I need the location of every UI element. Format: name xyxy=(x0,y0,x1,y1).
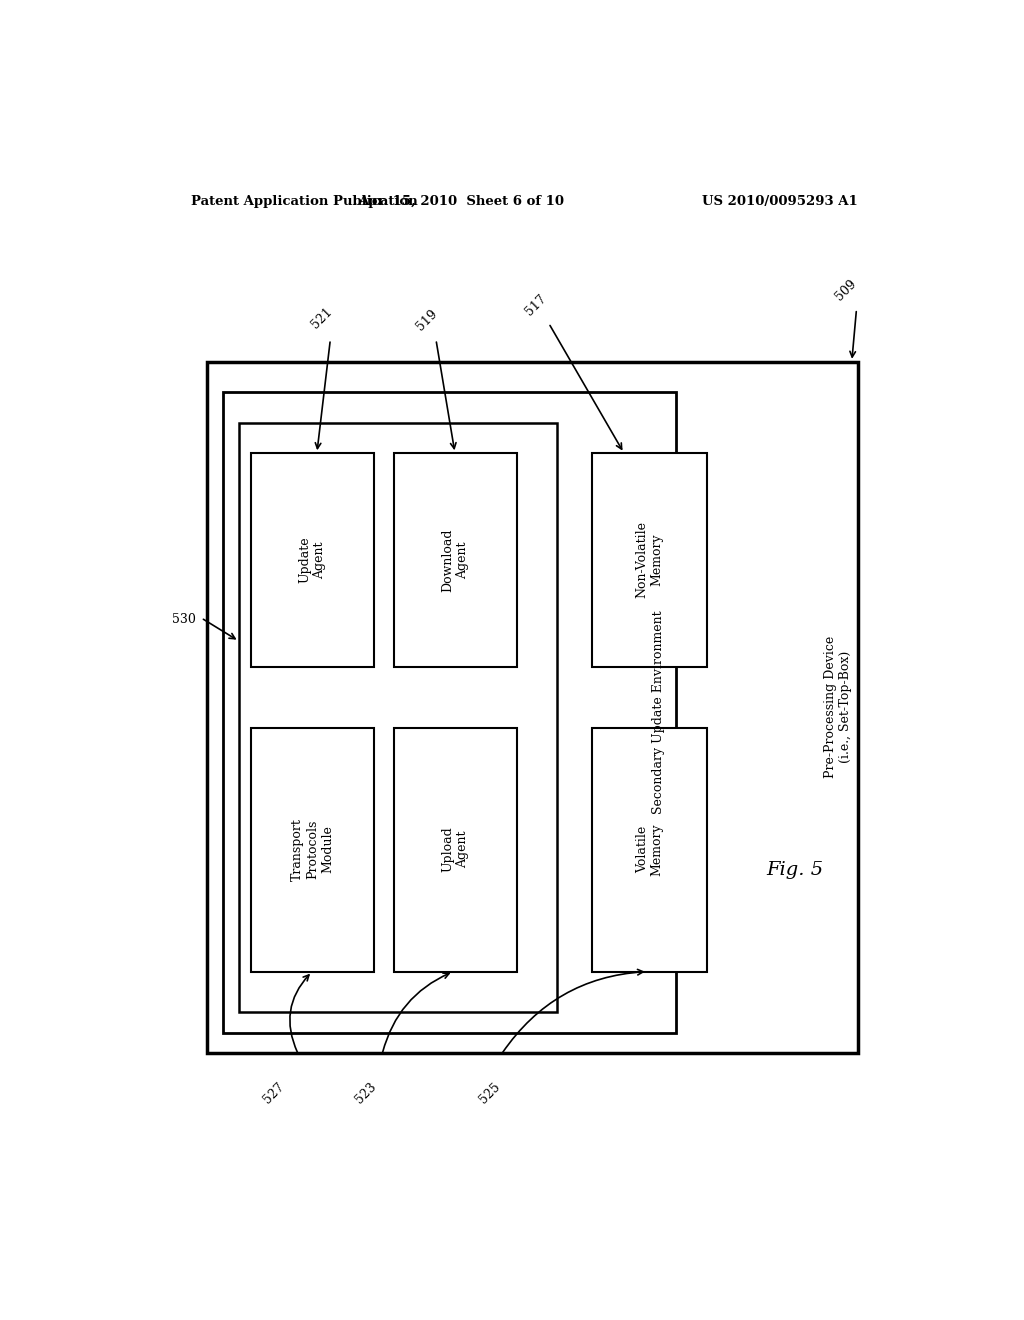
Bar xyxy=(240,422,557,1012)
Bar xyxy=(251,727,374,972)
Bar xyxy=(592,727,708,972)
Text: 519: 519 xyxy=(414,308,439,333)
Text: Upload
Agent: Upload Agent xyxy=(441,826,469,873)
Bar xyxy=(592,453,708,667)
Bar xyxy=(394,453,517,667)
Text: Patent Application Publication: Patent Application Publication xyxy=(191,195,418,209)
Bar xyxy=(223,392,676,1032)
Text: Download
Agent: Download Agent xyxy=(441,528,469,591)
Text: Transport
Protocols
Module: Transport Protocols Module xyxy=(291,818,334,880)
Bar xyxy=(207,362,858,1053)
Text: 523: 523 xyxy=(352,1080,379,1106)
Text: 525: 525 xyxy=(477,1080,503,1106)
Text: Apr. 15, 2010  Sheet 6 of 10: Apr. 15, 2010 Sheet 6 of 10 xyxy=(358,195,564,209)
Text: 517: 517 xyxy=(523,292,549,318)
Text: US 2010/0095293 A1: US 2010/0095293 A1 xyxy=(702,195,858,209)
Text: 527: 527 xyxy=(261,1080,287,1106)
Text: Volatile
Memory: Volatile Memory xyxy=(636,824,664,876)
Text: Non-Volatile
Memory: Non-Volatile Memory xyxy=(636,521,664,598)
Text: 509: 509 xyxy=(833,277,859,302)
Text: 530: 530 xyxy=(172,614,196,627)
Text: Pre-Processing Device
(i.e., Set-Top-Box): Pre-Processing Device (i.e., Set-Top-Box… xyxy=(824,636,852,779)
Text: 521: 521 xyxy=(309,305,335,331)
Text: Fig. 5: Fig. 5 xyxy=(766,861,823,879)
Text: Secondary Update Environment: Secondary Update Environment xyxy=(651,611,665,814)
Text: Update
Agent: Update Agent xyxy=(299,536,327,583)
Bar xyxy=(394,727,517,972)
Bar xyxy=(251,453,374,667)
